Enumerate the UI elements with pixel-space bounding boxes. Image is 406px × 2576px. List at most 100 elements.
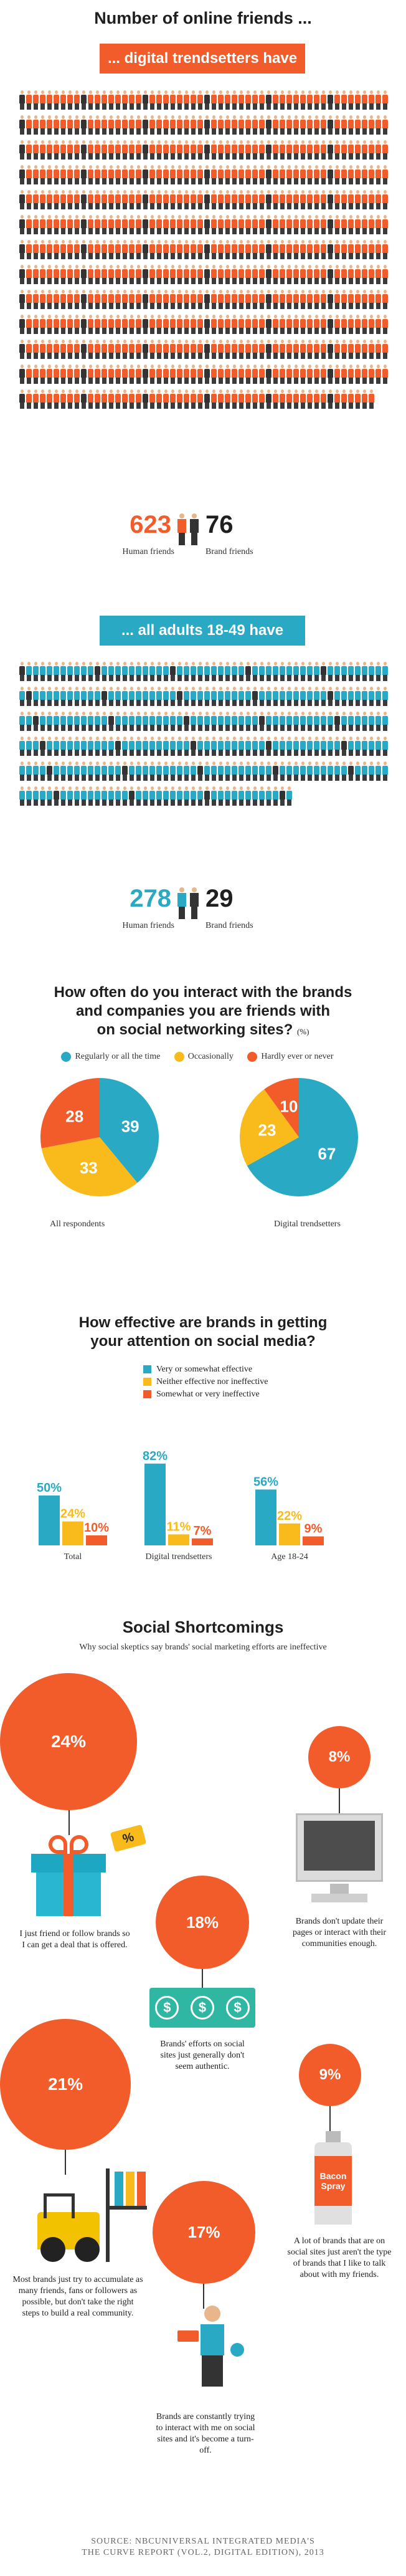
person-figure-icon (266, 115, 271, 135)
person-figure-icon (375, 712, 381, 732)
person-figure-icon (136, 215, 141, 235)
person-figure-icon (81, 340, 87, 360)
person-figure-icon (67, 687, 73, 707)
person-figure-icon (81, 90, 87, 110)
person-figure-icon (19, 240, 25, 260)
person-figure-icon (60, 340, 66, 360)
person-figure-icon (355, 190, 361, 210)
person-figure-icon (355, 737, 361, 756)
person-figure-icon (33, 761, 39, 781)
person-figure-icon (252, 190, 258, 210)
person-figure-icon (218, 315, 224, 335)
person-figure-icon (170, 90, 176, 110)
person-figure-icon (355, 687, 361, 707)
person-figure-icon (252, 662, 258, 682)
person-figure-icon (40, 365, 45, 384)
person-figure-icon (26, 340, 32, 360)
person-figure-icon (122, 687, 128, 707)
person-figure-icon (163, 761, 169, 781)
person-figure-icon (33, 315, 39, 335)
bar (279, 1523, 300, 1545)
person-figure-icon (170, 712, 176, 732)
bar-value-label: 24% (60, 1507, 85, 1521)
person-figure-icon (33, 165, 39, 185)
person-figure-icon (33, 190, 39, 210)
person-figure-icon (211, 190, 217, 210)
person-figure-icon (184, 90, 189, 110)
person-figure-icon (293, 365, 299, 384)
person-figure-icon (211, 761, 217, 781)
person-figure-icon (19, 687, 25, 707)
person-figure-icon (273, 389, 278, 409)
person-figure-icon (259, 389, 265, 409)
adult-friends-grid (19, 662, 392, 836)
person-figure-icon (286, 140, 292, 160)
person-figure-icon (74, 389, 80, 409)
gift-box-icon (31, 1835, 106, 1916)
person-figure-icon (293, 190, 299, 210)
person-figure-icon (136, 687, 141, 707)
spray-can-icon: Bacon Spray (314, 2131, 352, 2225)
person-figure-icon (334, 115, 340, 135)
person-figure-icon (355, 115, 361, 135)
pie-slice (247, 1078, 358, 1196)
person-figure-icon (54, 240, 59, 260)
shortcomings-title: Social Shortcomings (122, 1618, 284, 1636)
person-figure-icon (321, 389, 326, 409)
person-figure-icon (197, 662, 203, 682)
person-figure-icon (280, 165, 285, 185)
person-figure-icon (293, 240, 299, 260)
person-figure-icon (197, 365, 203, 384)
person-figure-icon (33, 786, 39, 806)
person-figure-icon (293, 712, 299, 732)
person-figure-icon (225, 365, 230, 384)
person-figure-icon (40, 90, 45, 110)
person-figure-icon (211, 389, 217, 409)
person-figure-icon (307, 389, 313, 409)
person-figure-icon (26, 140, 32, 160)
person-figure-icon (259, 190, 265, 210)
person-figure-icon (177, 389, 182, 409)
person-figure-icon (108, 712, 114, 732)
person-figure-icon (355, 662, 361, 682)
person-figure-icon (334, 761, 340, 781)
person-figure-icon (26, 265, 32, 285)
person-figure-icon (245, 662, 251, 682)
person-figure-icon (321, 290, 326, 310)
person-figure-icon (259, 215, 265, 235)
person-figure-icon (300, 315, 306, 335)
person-figure-icon (211, 737, 217, 756)
person-figure-icon (108, 115, 114, 135)
person-figure-icon (280, 389, 285, 409)
person-figure-icon (122, 712, 128, 732)
person-figure-icon (238, 115, 244, 135)
person-figure-icon (88, 290, 93, 310)
person-figure-icon (232, 90, 237, 110)
person-figure-icon (348, 140, 354, 160)
person-figure-icon (348, 365, 354, 384)
person-figure-icon (197, 165, 203, 185)
person-figure-icon (369, 90, 374, 110)
person-figure-icon (108, 365, 114, 384)
person-figure-icon (293, 315, 299, 335)
person-figure-icon (369, 761, 374, 781)
person-figure-icon (67, 140, 73, 160)
person-figure-icon (204, 215, 210, 235)
person-figure-icon (74, 215, 80, 235)
person-figure-icon (273, 687, 278, 707)
person-figure-icon (245, 315, 251, 335)
person-figure-icon (163, 737, 169, 756)
person-figure-icon (362, 315, 367, 335)
person-figure-icon (88, 215, 93, 235)
person-figure-icon (163, 215, 169, 235)
person-figure-icon (102, 786, 107, 806)
person-figure-icon (33, 712, 39, 732)
person-figure-icon (307, 90, 313, 110)
person-figure-icon (81, 165, 87, 185)
person-figure-icon (60, 90, 66, 110)
person-figure-icon (47, 340, 52, 360)
person-figure-icon (259, 712, 265, 732)
person-figure-icon (225, 265, 230, 285)
person-figure-icon (204, 340, 210, 360)
person-figure-icon (136, 340, 141, 360)
